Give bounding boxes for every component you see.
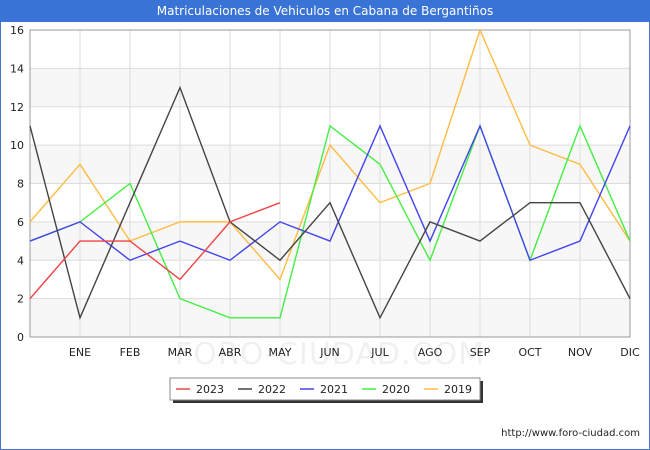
x-tick-label: SEP: [470, 346, 491, 359]
x-tick-label: JUL: [370, 346, 389, 359]
y-tick-label: 8: [17, 178, 24, 191]
x-tick-label: DIC: [620, 346, 640, 359]
y-tick-label: 4: [17, 254, 24, 267]
y-tick-labels: 0 2 4 6 8 10 12 14 16: [10, 24, 24, 344]
series-lines: [29, 28, 631, 320]
y-tick-label: 16: [10, 24, 24, 37]
footer-url: http://www.foro-ciudad.com: [501, 428, 640, 439]
y-tick-label: 10: [10, 139, 24, 152]
series-line-2022: [29, 85, 631, 320]
x-tick-label: ABR: [219, 346, 242, 359]
x-tick-label: FEB: [120, 346, 141, 359]
y-tick-label: 2: [17, 293, 24, 306]
legend-label-2023: 2023: [196, 383, 224, 396]
series-line-2021: [29, 124, 631, 262]
x-tick-label: OCT: [518, 346, 541, 359]
legend-label-2020: 2020: [382, 383, 410, 396]
series-line-2023: [29, 202, 281, 300]
x-tick-label: ENE: [69, 346, 91, 359]
chart-title: Matriculaciones de Vehiculos en Cabana d…: [0, 0, 650, 22]
y-tick-label: 0: [17, 331, 24, 344]
legend-label-2022: 2022: [258, 383, 286, 396]
x-tick-label: NOV: [568, 346, 593, 359]
x-tick-label: MAY: [269, 346, 292, 359]
y-tick-label: 6: [17, 216, 24, 229]
x-tick-label: JUN: [319, 346, 340, 359]
plot-border: [29, 29, 631, 338]
legend-label-2019: 2019: [444, 383, 472, 396]
y-tick-label: 14: [10, 62, 24, 75]
x-tick-label: AGO: [418, 346, 443, 359]
watermark: FORO-CIUDAD.COM: [175, 337, 485, 372]
legend-label-2021: 2021: [320, 383, 348, 396]
x-tick-labels: ENE FEB MAR ABR MAY JUN JUL AGO SEP OCT NOV DIC: [69, 346, 640, 359]
legend-box: [169, 377, 481, 401]
legend: 2023 2022 2021 2020 2019: [169, 377, 483, 403]
y-tick-label: 12: [10, 101, 24, 114]
x-tick-label: MAR: [168, 346, 193, 359]
